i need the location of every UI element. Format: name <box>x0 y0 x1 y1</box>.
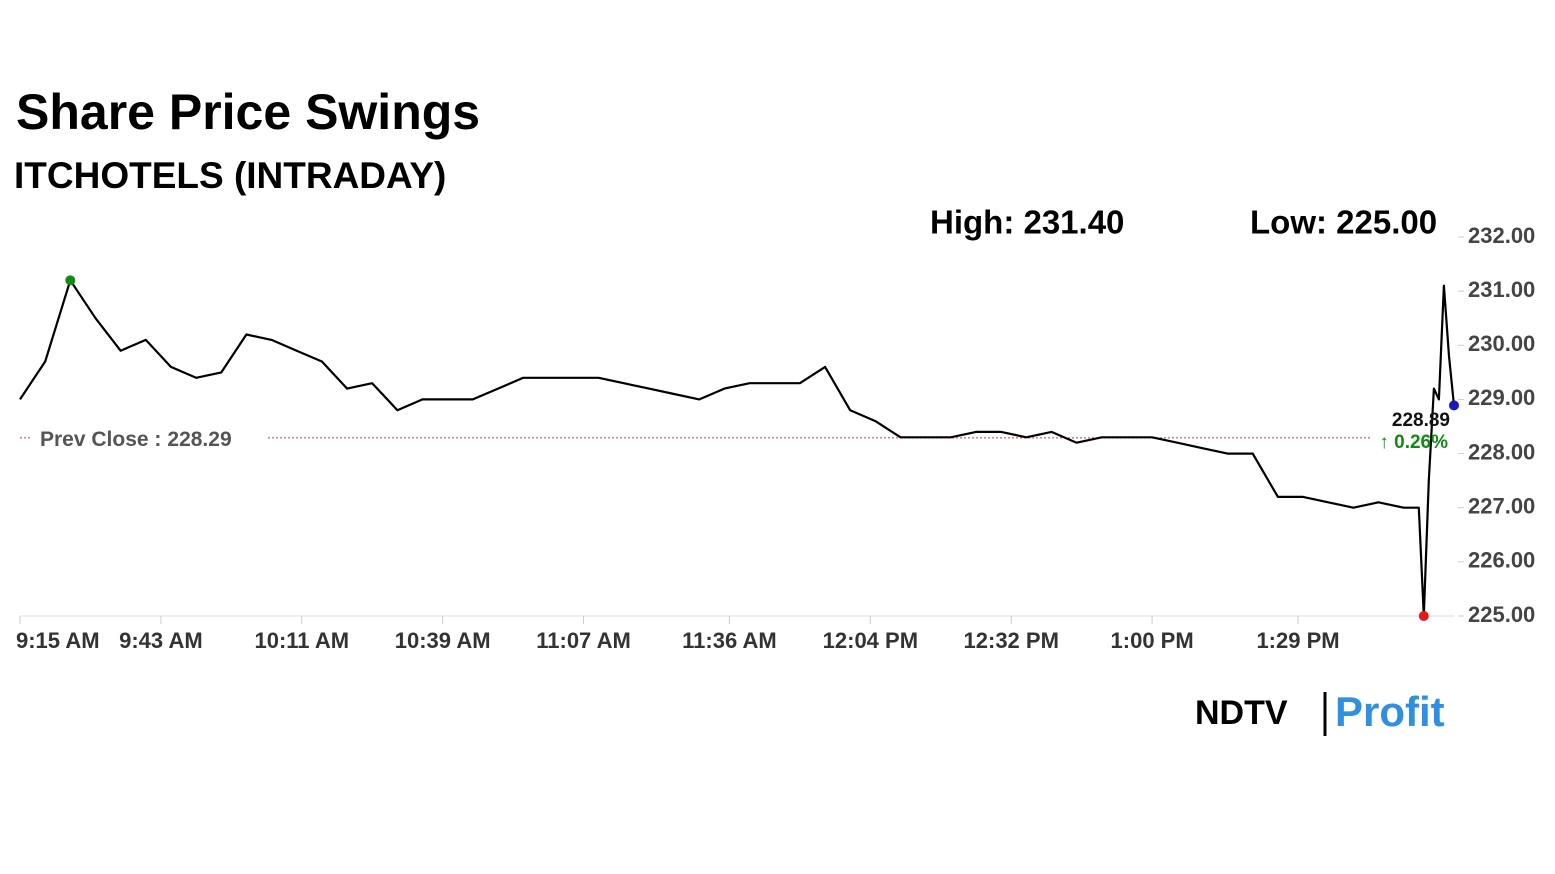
low-label: Low: 225.00 <box>1250 204 1437 241</box>
x-tick-label: 9:15 AM <box>16 628 100 653</box>
low-marker <box>1418 611 1429 621</box>
x-tick-label: 10:39 AM <box>395 628 491 653</box>
prev-close-bg <box>30 423 266 452</box>
prev-close-label: Prev Close : 228.29 <box>40 427 232 450</box>
y-tick-label: 230.00 <box>1468 331 1535 356</box>
x-tick-label: 11:36 AM <box>682 628 777 653</box>
brand-profit: Profit <box>1335 688 1445 735</box>
price-line <box>19 279 1456 618</box>
chart-subtitle: ITCHOTELS (INTRADAY) <box>14 155 446 196</box>
y-tick-label: 225.00 <box>1468 602 1535 627</box>
last-price: 228.89 <box>1392 410 1450 431</box>
last-marker <box>1449 400 1459 411</box>
y-tick-label: 228.00 <box>1468 439 1535 464</box>
x-tick-label: 9:43 AM <box>119 628 203 653</box>
y-tick-label: 229.00 <box>1468 385 1535 410</box>
high-marker <box>65 275 76 286</box>
y-tick-label: 226.00 <box>1468 548 1535 573</box>
x-tick-label: 10:11 AM <box>254 628 349 653</box>
change-pct: ↑ 0.26% <box>1379 432 1448 453</box>
y-tick-label: 231.00 <box>1468 277 1535 302</box>
x-tick-label: 11:07 AM <box>536 628 631 653</box>
x-tick-label: 12:04 PM <box>823 628 918 653</box>
high-label: High: 231.40 <box>930 204 1124 241</box>
y-tick-label: 232.00 <box>1468 223 1535 248</box>
brand-ndtv: NDTV <box>1195 694 1288 732</box>
x-tick-label: 1:29 PM <box>1256 628 1339 653</box>
x-tick-label: 12:32 PM <box>964 628 1059 653</box>
chart-title: Share Price Swings <box>16 84 480 140</box>
prev-close-text: Prev Close : <box>40 427 161 450</box>
prev-close-value: 228.29 <box>167 427 231 450</box>
x-tick-label: 1:00 PM <box>1111 628 1194 653</box>
y-tick-label: 227.00 <box>1468 494 1535 519</box>
